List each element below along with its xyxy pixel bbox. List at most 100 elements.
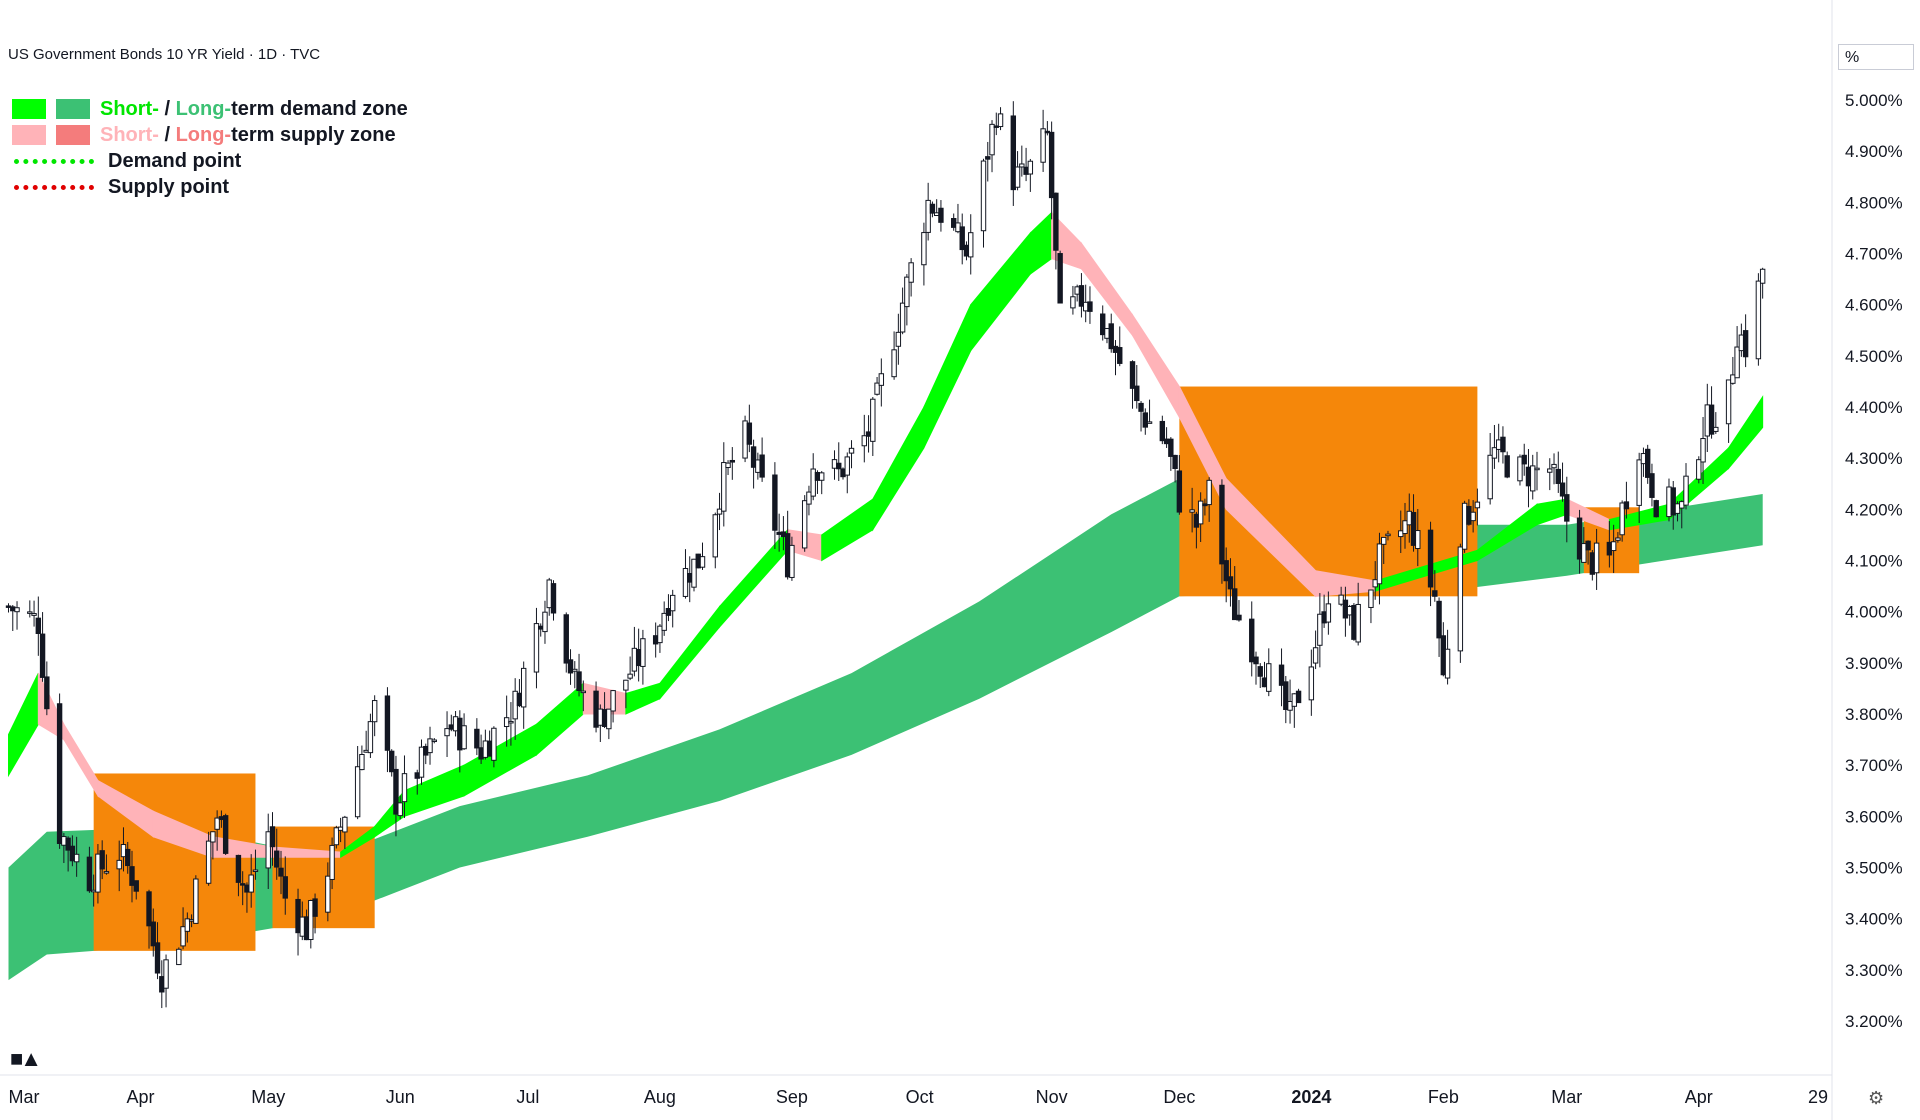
candle-body <box>444 728 450 737</box>
candle-body <box>39 633 46 678</box>
tradingview-logo-icon[interactable]: ■▲ <box>10 1046 42 1071</box>
candle-body <box>1636 459 1642 506</box>
candle-body <box>478 747 484 760</box>
candle-body <box>56 703 63 844</box>
candle-body <box>1623 501 1630 510</box>
candle-body <box>384 695 391 751</box>
time-axis[interactable]: Mar Apr May Jun Jul Aug Sep Oct Nov Dec 2024 Feb Mar… <box>0 1074 1832 1107</box>
candle-body <box>1057 253 1063 304</box>
candle-body <box>1708 404 1715 435</box>
candle-body <box>1074 286 1080 295</box>
time-tick-label: 2024 <box>1291 1087 1331 1107</box>
candle-body <box>1253 656 1259 665</box>
candle-body <box>1312 647 1319 664</box>
candle-body <box>1291 693 1298 707</box>
candle-body <box>865 431 872 437</box>
candle-body <box>1521 454 1527 465</box>
candle-body <box>606 708 612 730</box>
candle-body <box>1044 130 1051 134</box>
candle-body <box>520 667 527 708</box>
candle-body <box>129 866 135 886</box>
candle-body <box>665 608 672 616</box>
time-tick-label: Jul <box>516 1087 539 1107</box>
candle-body <box>1385 533 1391 537</box>
legend-demand-point: Demand point <box>12 148 408 174</box>
candle-body <box>1432 590 1438 597</box>
candle-body <box>1593 542 1600 574</box>
price-unit-selector[interactable]: % <box>1838 44 1914 70</box>
short-term-zone-segment <box>625 682 661 715</box>
candle-body <box>1530 465 1536 492</box>
candle-body <box>891 349 897 378</box>
candle-body <box>389 750 395 773</box>
candle-body <box>295 898 301 934</box>
candle-body <box>1610 541 1617 552</box>
candle-body <box>312 898 318 917</box>
candle-body <box>1266 663 1272 692</box>
gear-icon[interactable]: ⚙ <box>1868 1088 1885 1108</box>
candle-body <box>895 331 902 347</box>
candle-body <box>814 471 821 481</box>
candle-body <box>870 398 876 442</box>
price-axis[interactable]: 3.200% 3.300% 3.400% 3.500% 3.600% 3.700% 3.80… <box>1831 0 1920 1120</box>
candle-body <box>597 708 604 726</box>
candle-body <box>457 717 463 751</box>
candle-body <box>486 740 493 757</box>
candle-body <box>652 635 659 645</box>
short-term-zone-segment <box>719 528 789 629</box>
legend-long-label: Long- <box>175 97 232 120</box>
candle-body <box>503 717 510 728</box>
candle-body <box>1670 487 1676 516</box>
price-tick-label: 3.400% <box>1845 910 1903 929</box>
candle-body <box>452 716 459 732</box>
candle-body <box>810 468 816 497</box>
candle-body <box>1683 475 1689 506</box>
long-demand-swatch <box>56 99 90 119</box>
legend-demand-zone: Short- / Long- term demand zone <box>12 96 408 122</box>
candle-body <box>1461 502 1468 550</box>
candle-body <box>789 544 795 578</box>
long-term-demand-zone <box>8 478 1763 981</box>
candle-body <box>274 850 280 868</box>
price-tick-label: 4.600% <box>1845 296 1903 315</box>
candle-body <box>968 232 974 258</box>
candle-body <box>154 942 161 974</box>
zones-layer <box>8 211 1764 981</box>
price-tick-label: 5.000% <box>1845 91 1903 110</box>
candle-body <box>1547 468 1553 473</box>
candle-body <box>670 594 676 612</box>
candle-body <box>1372 579 1378 588</box>
price-tick-label: 3.200% <box>1845 1012 1903 1031</box>
candle-body <box>1249 618 1255 663</box>
candle-body <box>150 921 156 947</box>
candle-body <box>176 948 182 966</box>
candle-body <box>1197 500 1204 525</box>
candle-body <box>5 605 12 608</box>
candle-body <box>337 826 344 831</box>
candle-body <box>308 900 314 940</box>
candle-body <box>73 853 80 863</box>
candle-body <box>1738 334 1745 352</box>
candle-body <box>44 676 50 710</box>
candle-body <box>929 203 936 214</box>
candle-body <box>248 874 254 893</box>
candle-body <box>840 468 846 478</box>
candle-body <box>1163 438 1170 445</box>
candle-body <box>635 649 642 667</box>
candle-body <box>146 891 152 927</box>
candle-body <box>14 607 20 613</box>
candle-body <box>1108 323 1114 350</box>
candle-body <box>1759 268 1766 284</box>
candle-body <box>1087 301 1093 312</box>
candle-body <box>908 262 914 283</box>
candle-body <box>86 856 93 892</box>
candle-body <box>1436 600 1442 639</box>
candle-body <box>742 420 748 459</box>
candle-body <box>354 766 361 818</box>
short-term-zone-segment <box>535 682 584 757</box>
candle-body <box>542 611 548 633</box>
short-term-zone-segment <box>8 672 39 778</box>
legend-separator: / <box>158 97 176 120</box>
candle-body <box>759 454 765 478</box>
